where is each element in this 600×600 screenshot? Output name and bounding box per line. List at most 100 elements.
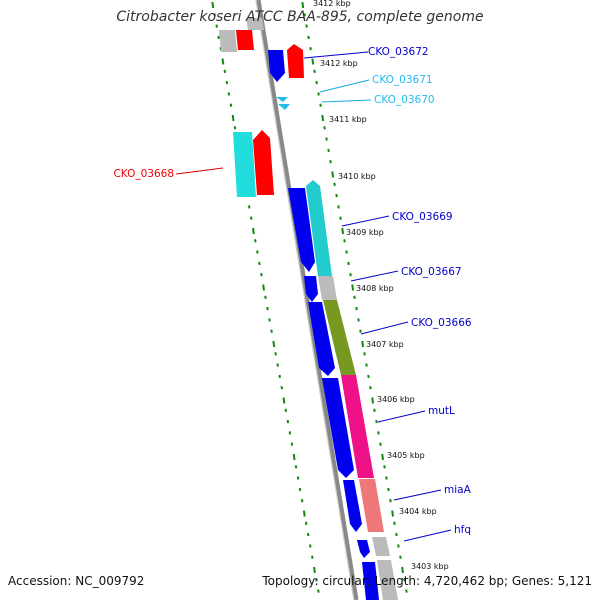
feature-gray-hfq	[372, 537, 390, 556]
scale-tick	[345, 250, 348, 254]
scale-tick	[225, 80, 229, 85]
scale-tick	[311, 555, 314, 559]
scale-tick	[333, 182, 336, 186]
feature-blue-03669	[288, 188, 315, 272]
scale-tick	[301, 1, 305, 9]
gene-label-cko-03667[interactable]: CKO_03667	[401, 266, 462, 278]
scale-tick	[286, 419, 290, 424]
feature-blue-03666	[308, 302, 335, 376]
scale-tick	[389, 499, 392, 503]
scale-tick	[264, 295, 267, 299]
scale-tick	[329, 160, 332, 164]
scale-tick	[369, 386, 372, 390]
tick-ring-left	[211, 1, 320, 593]
scale-tick	[377, 431, 380, 435]
scale-tick	[311, 58, 315, 65]
scale-tick	[319, 103, 322, 107]
scale-tick	[272, 340, 276, 348]
scale-tick	[315, 578, 318, 582]
scale-tick	[383, 465, 386, 469]
scale-tick	[282, 397, 286, 404]
scale-tick	[258, 261, 261, 266]
scale-tick	[302, 510, 306, 517]
scale-tick	[300, 499, 304, 503]
scale-tick	[323, 126, 326, 130]
scale-tick	[231, 114, 235, 122]
gene-label-hfq[interactable]: hfq	[454, 524, 471, 536]
scale-tick	[221, 58, 225, 65]
feature-blue-miaa	[343, 480, 362, 532]
label-leaders	[175, 51, 452, 542]
scale-label: 3406 kbp	[377, 395, 415, 404]
scale-tick	[391, 510, 394, 517]
scale-tick	[399, 555, 402, 559]
feature-cko-03668-cyan	[233, 132, 256, 197]
scale-tick	[303, 13, 306, 17]
scale-tick	[284, 408, 288, 412]
scale-tick	[250, 216, 253, 220]
scale-tick	[385, 476, 388, 480]
scale-label: 3404 kbp	[399, 507, 437, 516]
scale-tick	[252, 227, 255, 235]
scale-label: 3407 kbp	[366, 340, 404, 349]
scale-tick	[381, 453, 384, 461]
gene-label-cko-03666[interactable]: CKO_03666	[411, 317, 472, 329]
leader-cko-03669	[341, 215, 390, 227]
gene-label-miaa[interactable]: miaA	[444, 484, 472, 496]
tick-ring-right	[301, 1, 408, 593]
scale-tick	[298, 487, 302, 492]
feature-blue-mutl	[322, 378, 354, 478]
scale-tick	[292, 453, 296, 461]
scale-tick	[233, 126, 237, 130]
scale-tick	[278, 374, 281, 379]
feature-pink-mutl	[341, 375, 374, 478]
feature-cko-03671	[276, 97, 288, 102]
scale-tick	[387, 487, 390, 492]
feature-cko-03670	[278, 104, 290, 110]
scale-tick	[403, 578, 406, 582]
leader-cko-03670	[321, 99, 372, 103]
gene-label-cko-03668[interactable]: CKO_03668	[113, 168, 174, 180]
scale-tick	[397, 544, 400, 548]
scale-label: 3403 kbp	[411, 562, 449, 571]
scale-tick	[339, 216, 342, 220]
gene-label-mutl[interactable]: mutL	[428, 405, 455, 417]
scale-tick	[337, 205, 340, 209]
scale-tick	[317, 92, 320, 96]
scale-tick	[365, 363, 368, 367]
scale-tick	[331, 171, 335, 178]
gene-labels: CKO_03672 CKO_03671 CKO_03670 CKO_03668 …	[113, 46, 471, 536]
scale-tick	[211, 1, 215, 9]
accession-label: Accession: NC_009792	[8, 574, 145, 588]
scale-label: 3412 kbp	[320, 59, 358, 68]
leader-mutl	[377, 410, 426, 423]
scale-tick	[405, 589, 408, 593]
scale-tick	[262, 284, 266, 291]
scale-tick	[315, 80, 318, 85]
scale-tick	[296, 476, 300, 480]
scale-tick	[359, 329, 362, 333]
scale-tick	[304, 521, 308, 525]
scale-tick	[351, 284, 355, 291]
scale-tick	[229, 103, 233, 107]
genome-backbone-highlight	[255, 0, 355, 600]
scale-tick	[401, 566, 404, 574]
gene-label-cko-03672[interactable]: CKO_03672	[368, 46, 429, 58]
gene-label-cko-03670[interactable]: CKO_03670	[374, 94, 435, 106]
scale-tick	[309, 47, 312, 51]
scale-tick	[327, 148, 330, 153]
scale-tick	[363, 352, 366, 356]
scale-tick	[309, 544, 312, 548]
scale-tick	[215, 24, 218, 28]
map-title: Citrobacter koseri ATCC BAA-895, complet…	[116, 9, 484, 25]
scale-tick	[266, 306, 269, 311]
scale-tick	[395, 532, 398, 537]
scale-tick	[367, 374, 370, 379]
scale-tick	[268, 318, 271, 322]
gene-label-cko-03669[interactable]: CKO_03669	[392, 211, 453, 223]
gene-label-cko-03671[interactable]: CKO_03671	[372, 74, 433, 86]
scale-tick	[313, 69, 316, 73]
scale-tick	[260, 273, 263, 277]
scale-tick	[349, 273, 352, 277]
